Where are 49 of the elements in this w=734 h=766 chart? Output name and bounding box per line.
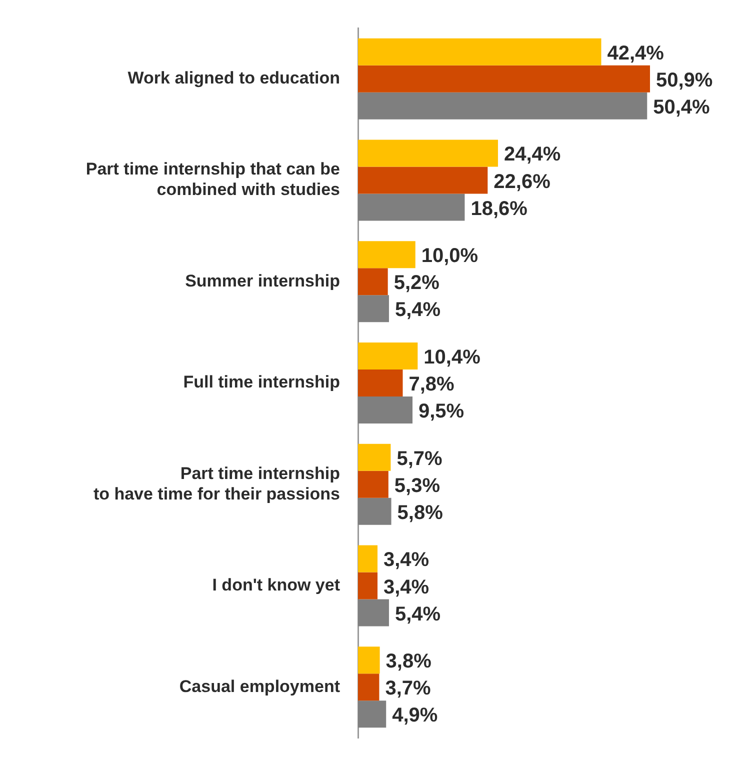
data-label: 24,4% [504,144,561,166]
y-tick-label: Work aligned to education [128,68,340,88]
data-label: 50,4% [653,96,710,118]
bar [358,295,389,322]
data-label: 50,9% [656,69,713,92]
data-label: 5,7% [396,448,442,470]
data-label: 3,4% [384,576,430,598]
bar [358,92,648,120]
bar [358,38,602,66]
data-label: 10,4% [424,346,481,368]
data-label: 42,4% [607,42,664,64]
y-tick-label: Casual employment [179,676,340,696]
bar [358,140,498,167]
data-label: 3,4% [384,549,430,572]
data-label: 3,8% [386,650,432,673]
bar [358,65,650,92]
data-label: 5,4% [394,299,441,322]
bar [358,700,386,728]
y-tick-label: Part time internship to have time for their passions [93,464,340,504]
bar [358,470,388,498]
bar [358,396,412,424]
bar [358,194,465,221]
bar [358,646,380,674]
bar [358,241,416,268]
data-label: 7,8% [408,374,455,396]
bar [358,498,392,525]
bar [358,166,488,194]
bar [358,572,378,600]
bar [358,342,418,370]
data-label: 5,2% [394,272,440,294]
bar [358,674,380,701]
data-label: 5,4% [394,603,441,626]
bar [358,599,389,626]
bar [358,268,388,296]
bar [358,444,391,471]
data-label: 3,7% [385,678,432,700]
data-label: 18,6% [470,198,528,220]
data-label: 5,3% [394,474,440,497]
y-tick-label: I don't know yet [212,575,340,594]
y-tick-label: Full time internship [183,372,340,392]
data-label: 9,5% [418,400,464,423]
data-label: 22,6% [494,170,551,193]
y-tick-label: Part time internship that can be combined with studies [86,160,340,200]
bar [358,369,403,397]
data-label: 5,8% [397,502,444,524]
data-label: 10,0% [421,245,478,268]
y-tick-label: Summer internship [185,271,340,290]
bar [358,545,378,572]
data-label: 4,9% [392,704,438,727]
